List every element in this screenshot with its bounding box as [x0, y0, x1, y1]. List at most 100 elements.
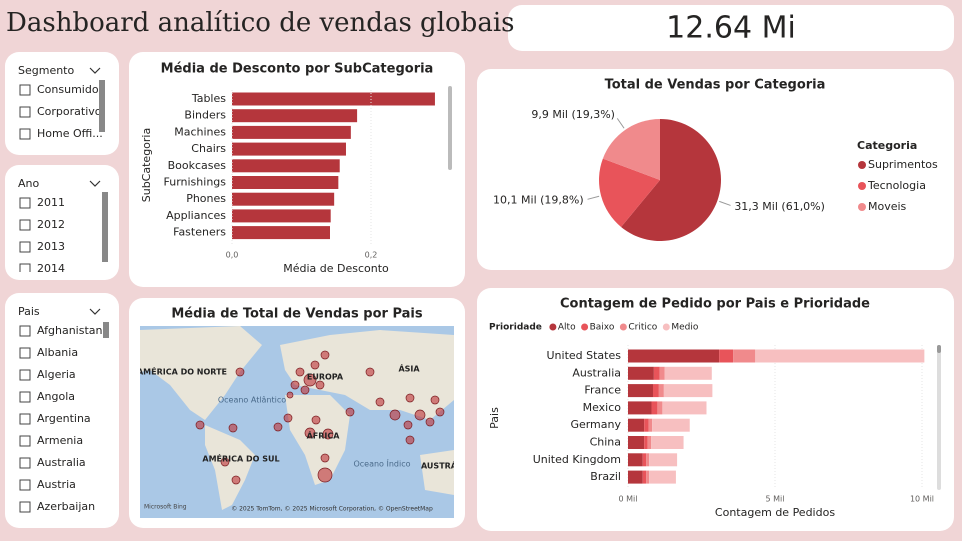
- x-axis-label: Média de Desconto: [283, 262, 389, 275]
- map: [140, 326, 454, 518]
- slicer-item: Argentina: [37, 412, 91, 425]
- slicer: Segmento Consumidor Corporativo Home Offi..…: [18, 64, 104, 140]
- slicer-item: 2012: [37, 218, 65, 231]
- chart-title: Contagem de Pedido por Pais e Prioridade: [560, 297, 870, 312]
- bar-segment: [642, 453, 647, 467]
- slicer-item: Angola: [37, 390, 75, 403]
- checkbox: [19, 106, 31, 118]
- data-label: 31,3 Mil (61,0%): [734, 200, 825, 213]
- chevron: [89, 308, 101, 315]
- y-tick-label: Furnishings: [164, 176, 227, 189]
- slicer-item: Consumidor: [37, 83, 104, 96]
- y-axis-label: Pais: [488, 407, 501, 429]
- bar-segment: [628, 453, 643, 467]
- bar-segment: [658, 384, 664, 398]
- slicer-item: Home Offi...: [37, 127, 103, 140]
- checkbox: [19, 128, 31, 140]
- land: [140, 326, 262, 420]
- slicer-item: Australia: [37, 456, 86, 469]
- bar-segment: [663, 384, 713, 398]
- bar-segment: [659, 366, 665, 380]
- bar-segment: [755, 349, 925, 363]
- bar: [232, 176, 339, 189]
- scrollbar-thumb: [937, 345, 941, 353]
- legend-label: Tecnologia: [867, 179, 926, 192]
- y-tick-label: Fasteners: [173, 226, 226, 239]
- bar-segment: [628, 436, 645, 449]
- bar-segment: [648, 418, 653, 432]
- slicer-title: Ano: [18, 177, 39, 190]
- map-label: ÁFRICA: [307, 430, 341, 441]
- y-tick-label: Australia: [572, 366, 621, 379]
- bar-segment: [651, 401, 658, 415]
- map-label: ÁSIA: [398, 363, 420, 374]
- bar-segment: [646, 453, 650, 467]
- bar-segment: [649, 453, 678, 467]
- bar-segment: [652, 418, 690, 432]
- bar: [232, 159, 340, 173]
- legend-marker: [581, 323, 589, 331]
- y-tick-label: Mexico: [583, 401, 622, 414]
- y-tick-label: Brazil: [590, 470, 621, 483]
- y-tick-label: China: [590, 436, 621, 449]
- pie-slice: [621, 119, 721, 242]
- bar-segment: [649, 470, 676, 484]
- legend-marker: [858, 203, 866, 211]
- y-tick-label: Appliances: [166, 209, 226, 222]
- slicer-title: Segmento: [18, 64, 75, 77]
- slicer-item: 2014: [37, 262, 65, 275]
- y-tick-label: United Kingdom: [533, 453, 621, 466]
- chevron: [89, 67, 101, 74]
- y-tick-label: Tables: [191, 92, 226, 105]
- map-title: Média de Total de Vendas por Pais: [171, 307, 422, 322]
- y-tick-label: Bookcases: [168, 159, 227, 172]
- map-label: EUROPA: [307, 373, 344, 382]
- bar-segment: [628, 384, 653, 398]
- x-tick-label: 0,2: [365, 251, 378, 260]
- legend-label: Medio: [671, 323, 699, 333]
- kpi-card: [508, 5, 954, 51]
- y-tick-label: France: [584, 384, 621, 397]
- legend-label: Suprimentos: [868, 158, 938, 171]
- bar: [232, 125, 351, 139]
- bar-segment: [662, 401, 707, 415]
- bar-segment: [719, 349, 734, 363]
- legend-marker: [619, 323, 627, 331]
- map-label: AUSTRÁ: [421, 460, 458, 471]
- slicer-item: Albania: [37, 346, 78, 359]
- map-logo: Microsoft Bing: [144, 504, 187, 511]
- checkbox: [19, 369, 31, 381]
- legend-marker: [549, 323, 557, 331]
- y-axis-label: SubCategoria: [140, 128, 153, 202]
- slicer-card: [5, 165, 119, 280]
- leader-line: [587, 195, 600, 200]
- slicer-card: [5, 52, 119, 155]
- slicer: Pais Afghanistan Albania Algeria Angola Argen…: [18, 305, 103, 513]
- kpi-value: 12.64 Mi: [666, 11, 796, 46]
- chevron: [89, 180, 101, 187]
- y-tick-label: Binders: [184, 109, 226, 122]
- slicer-item: Corporativo: [37, 105, 102, 118]
- legend-label: Baixo: [590, 323, 615, 333]
- bar-segment: [628, 366, 654, 380]
- slicer-item: Austria: [37, 478, 76, 491]
- pie-slice: [599, 158, 660, 227]
- y-tick-label: Phones: [186, 192, 226, 205]
- chart-title: Total de Vendas por Categoria: [605, 78, 826, 93]
- legend-marker: [662, 323, 670, 331]
- checkbox: [19, 84, 31, 96]
- legend-label: Critico: [628, 323, 657, 333]
- bar: [232, 142, 346, 156]
- bar-segment: [647, 436, 652, 449]
- checkbox: [19, 347, 31, 359]
- checkbox: [19, 391, 31, 403]
- y-tick-label: Machines: [174, 125, 226, 138]
- scrollbar: [448, 86, 452, 170]
- bar-segment: [628, 470, 643, 484]
- slicer-item: Afghanistan: [37, 324, 103, 337]
- slicer-item: Algeria: [37, 368, 76, 381]
- bar: [232, 209, 331, 223]
- bar-segment: [652, 384, 659, 398]
- dashboard-title: Dashboard analítico de vendas globais: [6, 8, 514, 38]
- checkbox: [19, 325, 31, 337]
